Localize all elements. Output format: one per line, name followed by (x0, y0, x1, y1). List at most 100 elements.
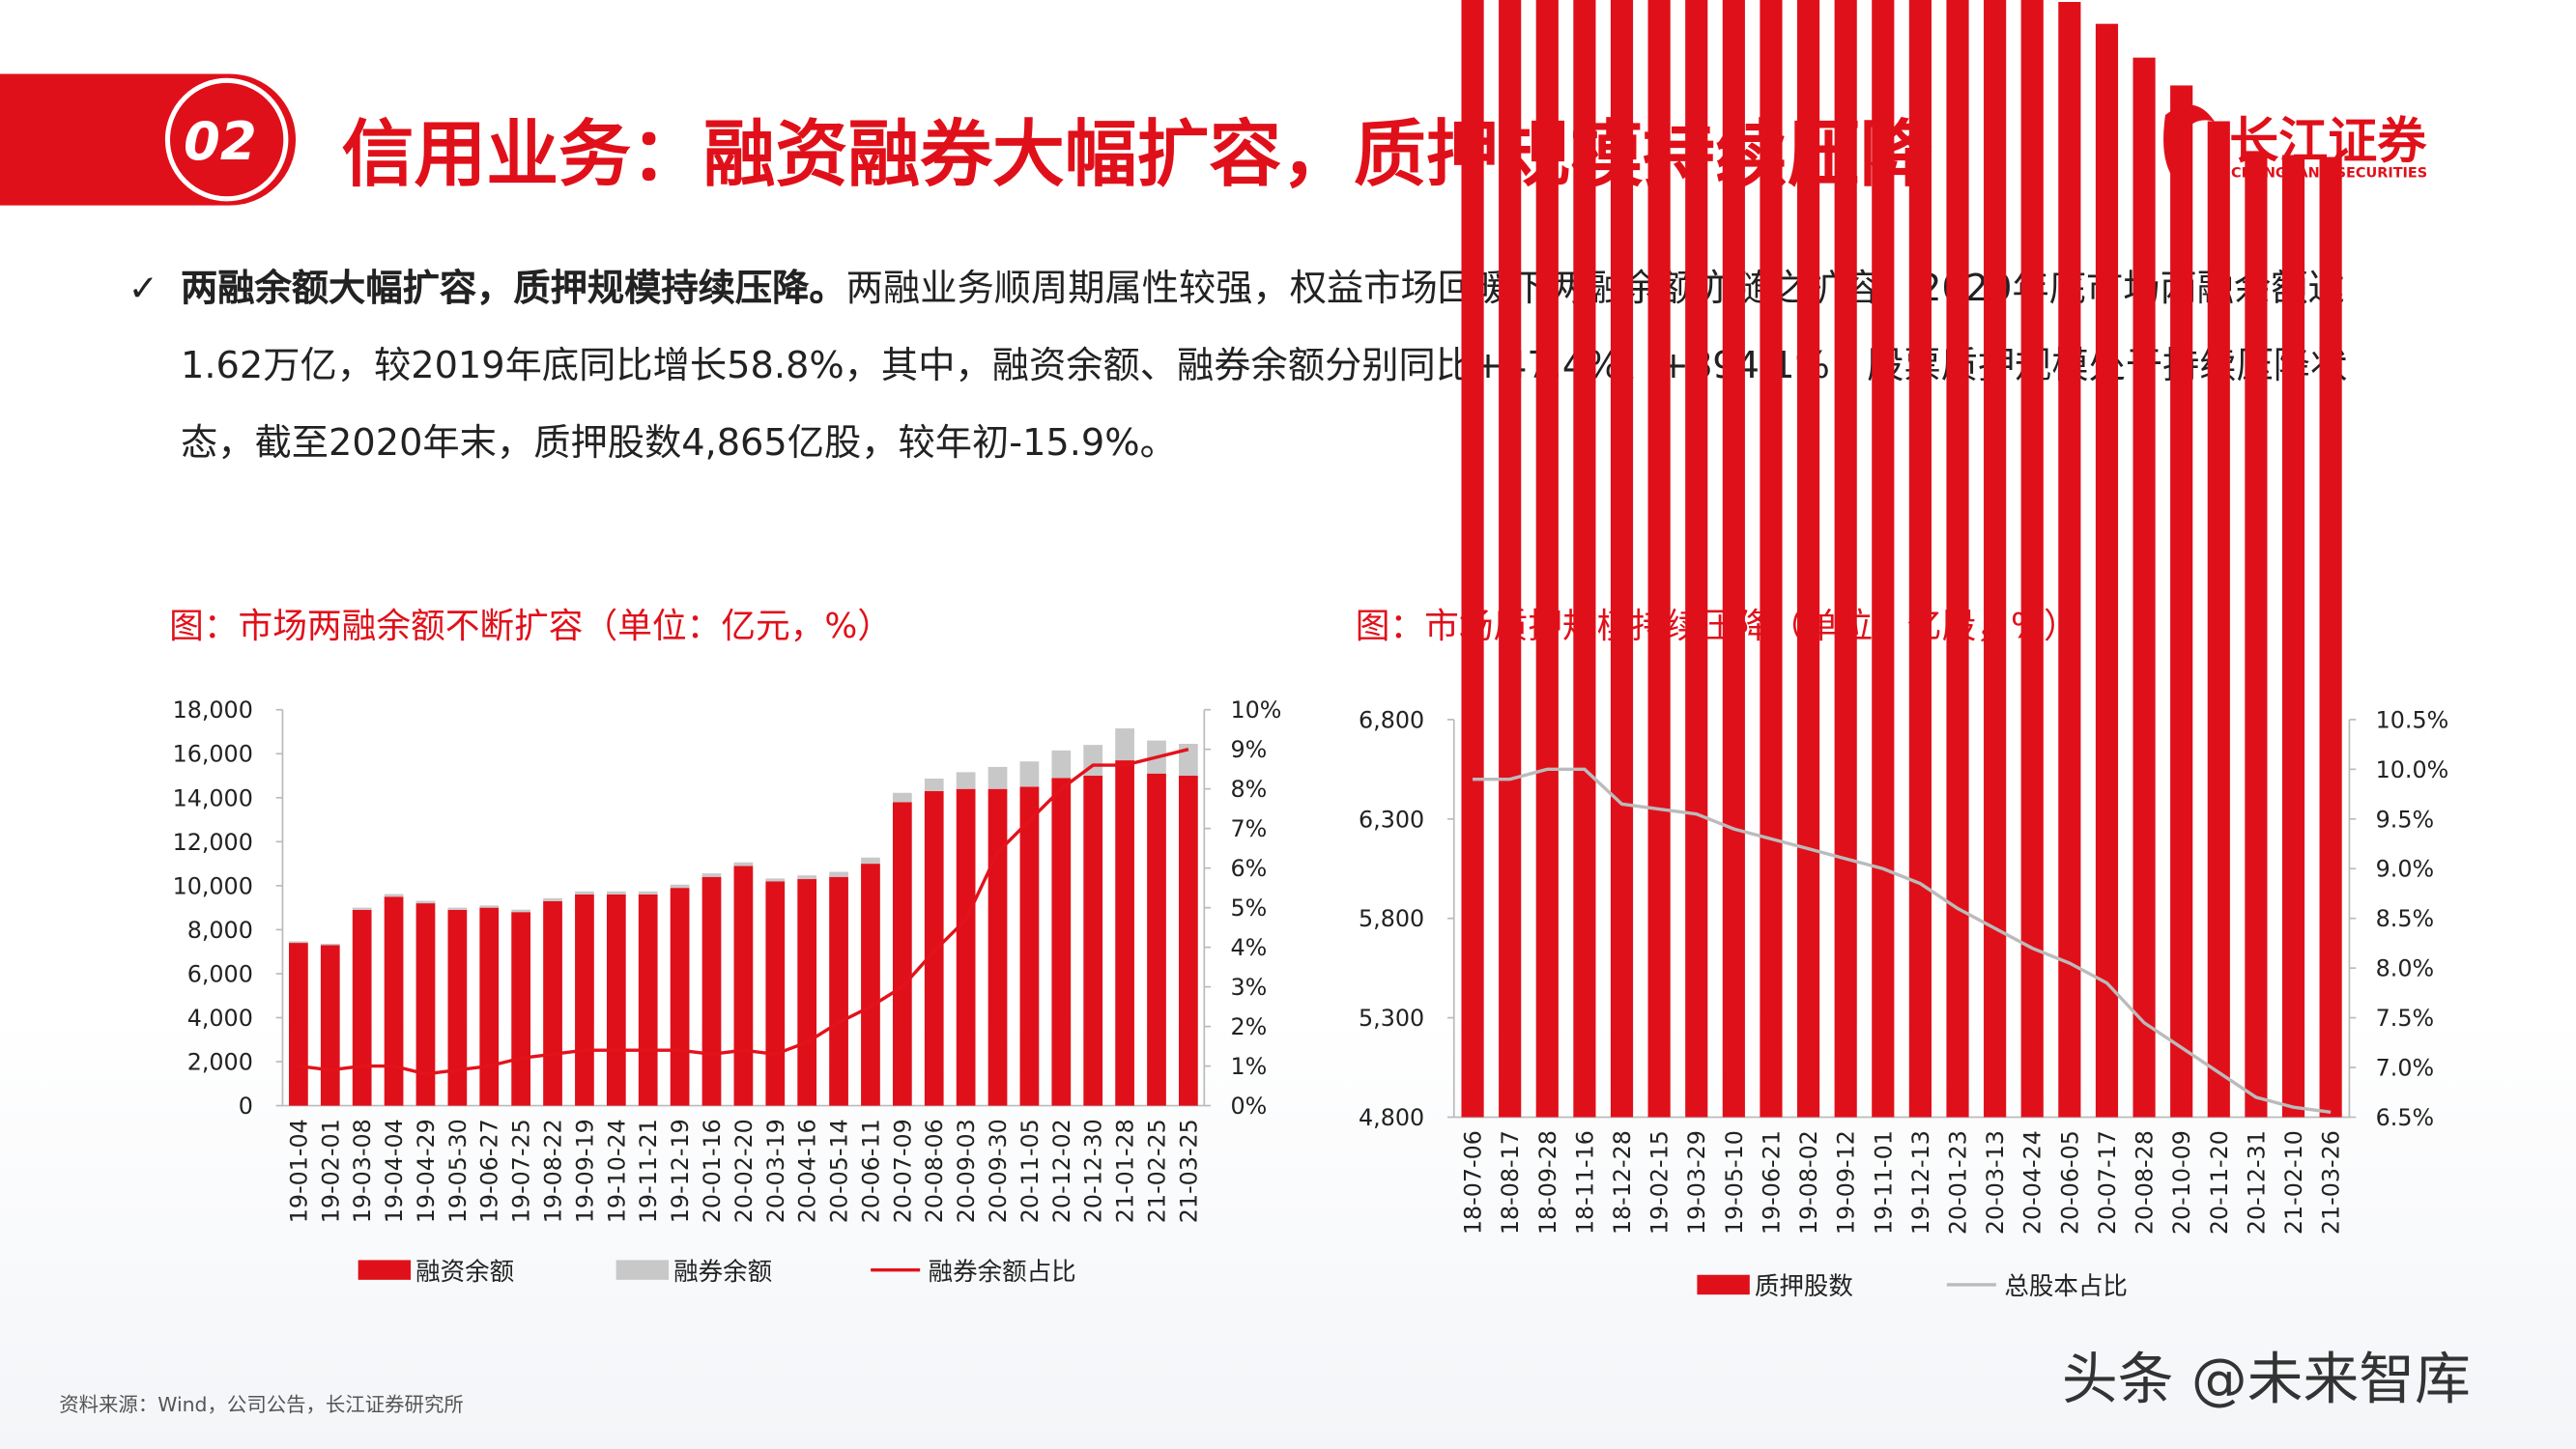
bar (797, 875, 817, 880)
x-tick-label: 19-11-01 (1870, 1130, 1897, 1235)
bar (670, 888, 690, 1106)
y-tick-label: 6,800 (1359, 706, 1424, 733)
x-tick-label: 20-09-03 (953, 1119, 980, 1223)
x-tick-label: 20-07-17 (2094, 1130, 2121, 1235)
y-tick-label: 18,000 (173, 696, 253, 724)
bar (320, 945, 340, 1106)
bar (701, 876, 722, 1106)
x-tick-label: 21-02-10 (2280, 1130, 2307, 1235)
bar (829, 876, 848, 1106)
bar (2170, 85, 2193, 1118)
bar (2132, 57, 2156, 1118)
bar (2020, 0, 2044, 1118)
bar (987, 788, 1008, 1106)
legend-label: 融券余额占比 (929, 1258, 1076, 1287)
y2-tick-label: 7.5% (2376, 1005, 2434, 1032)
bar (765, 881, 786, 1106)
y2-tick-label: 8% (1231, 776, 1268, 803)
x-tick-label: 20-03-13 (1982, 1130, 2009, 1235)
x-tick-label: 18-11-16 (1571, 1130, 1598, 1235)
bar (1610, 0, 1634, 1118)
y2-tick-label: 9.0% (2376, 856, 2434, 883)
y-tick-label: 0 (239, 1093, 253, 1120)
bar (320, 943, 340, 946)
bar (2319, 156, 2342, 1118)
x-tick-label: 20-04-16 (794, 1119, 821, 1223)
y-tick-label: 14,000 (173, 784, 253, 811)
x-tick-label: 20-11-05 (1016, 1119, 1044, 1223)
bar (892, 802, 912, 1106)
y-tick-label: 5,800 (1359, 905, 1424, 932)
bar (924, 790, 944, 1106)
bar (2058, 2, 2081, 1118)
x-tick-label: 19-02-15 (1646, 1130, 1674, 1235)
bar (1573, 0, 1596, 1118)
x-tick-label: 20-07-09 (889, 1119, 916, 1223)
x-tick-label: 20-12-31 (2243, 1130, 2270, 1235)
bar (638, 891, 658, 895)
x-tick-label: 19-08-02 (1795, 1130, 1822, 1235)
legend-swatch (615, 1260, 670, 1280)
x-tick-label: 19-10-24 (603, 1119, 630, 1223)
x-tick-label: 18-12-28 (1609, 1130, 1636, 1235)
x-tick-label: 20-01-16 (699, 1119, 726, 1223)
bar (352, 909, 372, 1106)
x-tick-label: 18-09-28 (1534, 1130, 1561, 1235)
y2-tick-label: 9.5% (2376, 806, 2434, 833)
bar (829, 871, 848, 877)
legend-label: 总股本占比 (2004, 1272, 2128, 1301)
bar (1722, 0, 1745, 1118)
x-tick-label: 19-02-01 (317, 1119, 344, 1223)
bar (384, 896, 404, 1106)
x-tick-label: 20-02-20 (730, 1119, 758, 1223)
x-tick-label: 18-07-06 (1460, 1130, 1487, 1235)
bar (1461, 0, 1484, 1118)
chart-title: 图：市场两融余额不断扩容（单位：亿元，%） (169, 607, 892, 646)
y-tick-label: 8,000 (187, 917, 253, 944)
x-tick-label: 19-09-12 (1833, 1130, 1860, 1235)
x-tick-label: 19-12-19 (667, 1119, 694, 1223)
y2-tick-label: 0% (1231, 1093, 1268, 1120)
y-tick-label: 6,300 (1359, 806, 1424, 833)
bar (1115, 728, 1134, 761)
bar (892, 792, 912, 803)
bar (447, 907, 468, 910)
y-tick-label: 2,000 (187, 1049, 253, 1076)
x-tick-label: 18-08-17 (1497, 1130, 1524, 1235)
x-tick-label: 20-05-14 (826, 1119, 853, 1223)
y2-tick-label: 10.5% (2376, 706, 2449, 733)
y-tick-label: 4,000 (187, 1005, 253, 1032)
bar (1499, 0, 1522, 1118)
y2-tick-label: 3% (1231, 974, 1268, 1001)
bar (1179, 743, 1198, 777)
bar (1796, 0, 1820, 1118)
y2-tick-label: 10% (1231, 696, 1282, 724)
y2-tick-label: 9% (1231, 736, 1268, 763)
legend-swatch (358, 1260, 412, 1280)
bar (415, 900, 436, 904)
bar (511, 912, 531, 1106)
x-tick-label: 19-09-19 (571, 1119, 598, 1223)
bar (575, 891, 594, 895)
number-badge (164, 77, 289, 202)
bar (1083, 776, 1103, 1106)
y2-tick-label: 7.0% (2376, 1055, 2434, 1082)
bar (447, 909, 468, 1106)
legend-label: 融券余额 (673, 1258, 772, 1287)
x-tick-label: 19-05-30 (444, 1119, 472, 1223)
x-tick-label: 20-12-02 (1048, 1119, 1075, 1223)
bar (289, 941, 308, 944)
x-tick-label: 20-08-06 (921, 1119, 948, 1223)
bar (1685, 0, 1708, 1118)
y-tick-label: 6,000 (187, 960, 253, 987)
bar (2095, 23, 2119, 1118)
y2-tick-label: 10.0% (2376, 756, 2449, 783)
x-tick-label: 19-07-25 (508, 1119, 535, 1223)
x-tick-label: 21-02-25 (1143, 1119, 1170, 1223)
y2-tick-label: 4% (1231, 934, 1268, 961)
y-tick-label: 10,000 (173, 872, 253, 899)
x-tick-label: 20-09-30 (985, 1119, 1012, 1223)
y2-tick-label: 8.0% (2376, 955, 2434, 982)
y2-tick-label: 7% (1231, 815, 1268, 842)
bar (861, 864, 880, 1106)
